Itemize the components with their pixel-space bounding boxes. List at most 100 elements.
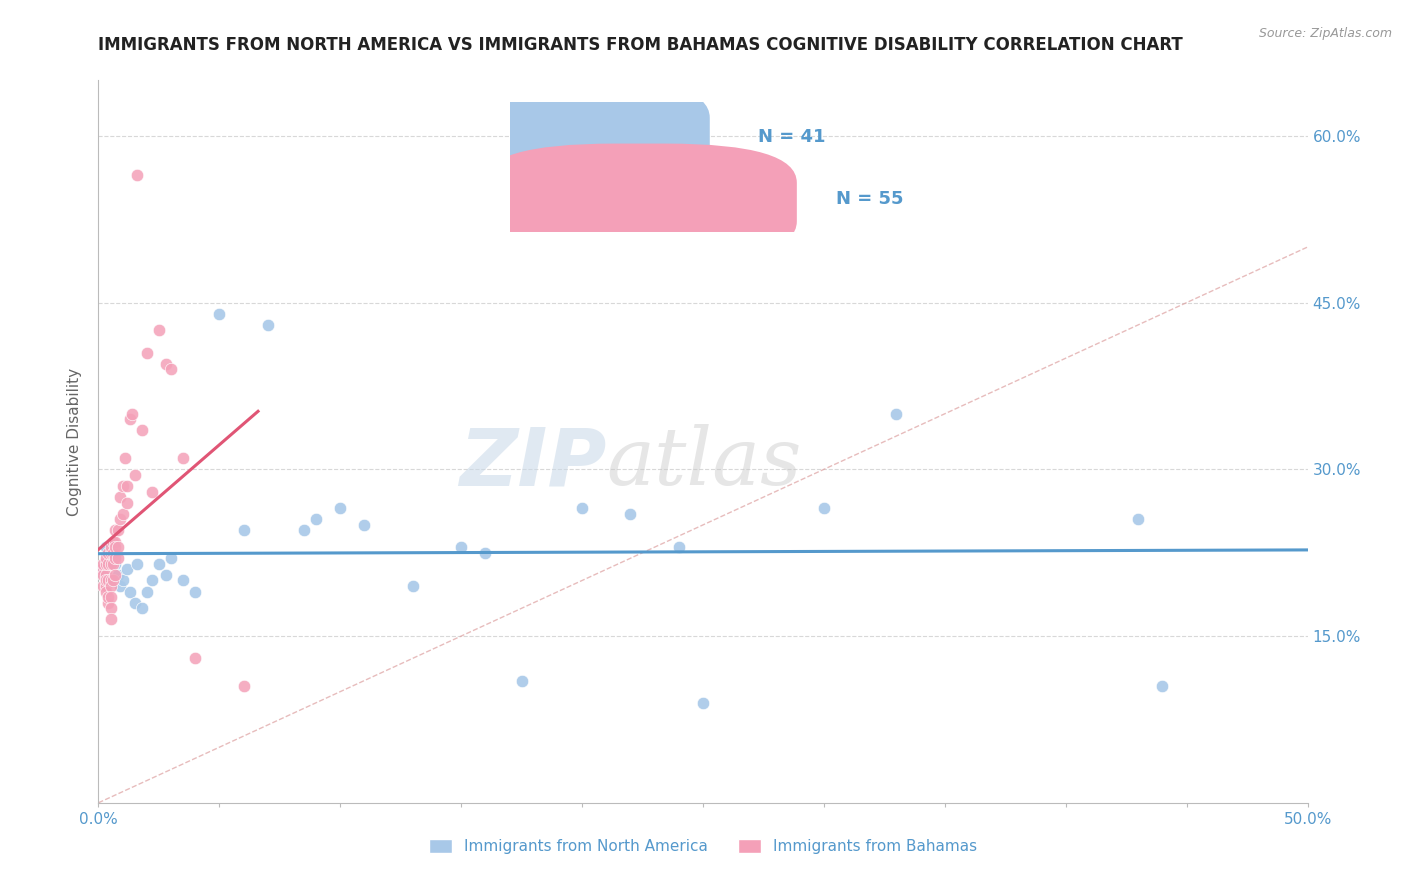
Text: atlas: atlas (606, 425, 801, 502)
Point (305, 512, 328, 526)
Point (91, 579, 114, 593)
Point (94, 584, 117, 599)
Point (135, 584, 157, 599)
Point (886, 407, 908, 421)
Point (97, 546, 120, 560)
Point (94, 551, 117, 566)
Point (100, 601, 122, 615)
Point (94, 579, 117, 593)
Point (117, 496, 139, 510)
Point (97, 596, 120, 610)
Point (1152, 679, 1174, 693)
Point (184, 651, 207, 665)
Text: Source: ZipAtlas.com: Source: ZipAtlas.com (1258, 27, 1392, 40)
Point (97, 590, 120, 604)
Point (141, 484, 163, 499)
Point (100, 574, 122, 588)
Point (100, 590, 122, 604)
Point (619, 507, 641, 521)
Point (108, 512, 131, 526)
Point (94, 540, 117, 554)
Legend: Immigrants from North America, Immigrants from Bahamas: Immigrants from North America, Immigrant… (422, 833, 984, 860)
Point (184, 584, 207, 599)
Point (100, 612, 122, 626)
Point (111, 479, 134, 493)
Point (402, 579, 425, 593)
Point (117, 479, 139, 493)
Point (101, 574, 124, 588)
Point (111, 574, 134, 588)
Point (104, 534, 127, 549)
Point (127, 557, 149, 571)
Point (100, 574, 122, 588)
Point (91, 562, 114, 576)
Point (107, 540, 129, 554)
Point (94, 574, 117, 588)
Point (94, 557, 117, 571)
Point (135, 345, 157, 359)
Point (121, 407, 143, 421)
Point (450, 540, 472, 554)
Point (353, 517, 375, 532)
Point (107, 568, 129, 582)
Point (97, 557, 120, 571)
Text: IMMIGRANTS FROM NORTH AMERICA VS IMMIGRANTS FROM BAHAMAS COGNITIVE DISABILITY CO: IMMIGRANTS FROM NORTH AMERICA VS IMMIGRA… (98, 36, 1184, 54)
Point (108, 579, 131, 593)
Point (155, 357, 177, 371)
Point (160, 551, 183, 566)
Point (124, 596, 146, 610)
Point (91, 568, 114, 582)
Point (172, 451, 194, 466)
Point (148, 557, 170, 571)
Point (101, 551, 124, 566)
Point (94, 568, 117, 582)
Point (510, 673, 533, 688)
Point (292, 524, 315, 538)
Point (114, 451, 136, 466)
Point (107, 524, 129, 538)
Point (1128, 512, 1150, 526)
Point (100, 540, 122, 554)
Point (104, 524, 127, 538)
Point (97, 574, 120, 588)
Point (104, 568, 127, 582)
Point (571, 501, 593, 516)
Point (118, 412, 141, 426)
Point (101, 546, 124, 560)
Point (100, 557, 122, 571)
Point (232, 679, 254, 693)
Y-axis label: Cognitive Disability: Cognitive Disability (67, 368, 83, 516)
Point (155, 568, 177, 582)
Point (101, 557, 124, 571)
Point (813, 501, 835, 516)
Point (97, 557, 120, 571)
Point (692, 696, 714, 710)
Point (100, 546, 122, 560)
Point (91, 557, 114, 571)
Point (160, 362, 183, 376)
Point (101, 534, 124, 549)
Point (141, 574, 163, 588)
Text: ZIP: ZIP (458, 425, 606, 502)
Point (104, 557, 127, 571)
Point (127, 168, 149, 182)
Point (131, 601, 153, 615)
Point (111, 507, 134, 521)
Point (256, 318, 278, 332)
Point (90, 562, 112, 576)
Point (131, 424, 153, 438)
Point (104, 540, 127, 554)
Point (108, 490, 131, 504)
Point (118, 584, 141, 599)
Point (329, 501, 352, 516)
Point (148, 323, 170, 337)
Point (668, 540, 690, 554)
Point (117, 562, 139, 576)
Point (104, 551, 127, 566)
Point (107, 551, 129, 566)
Point (172, 574, 194, 588)
Point (124, 467, 146, 482)
Point (100, 546, 122, 560)
Point (100, 579, 122, 593)
Point (208, 307, 231, 321)
